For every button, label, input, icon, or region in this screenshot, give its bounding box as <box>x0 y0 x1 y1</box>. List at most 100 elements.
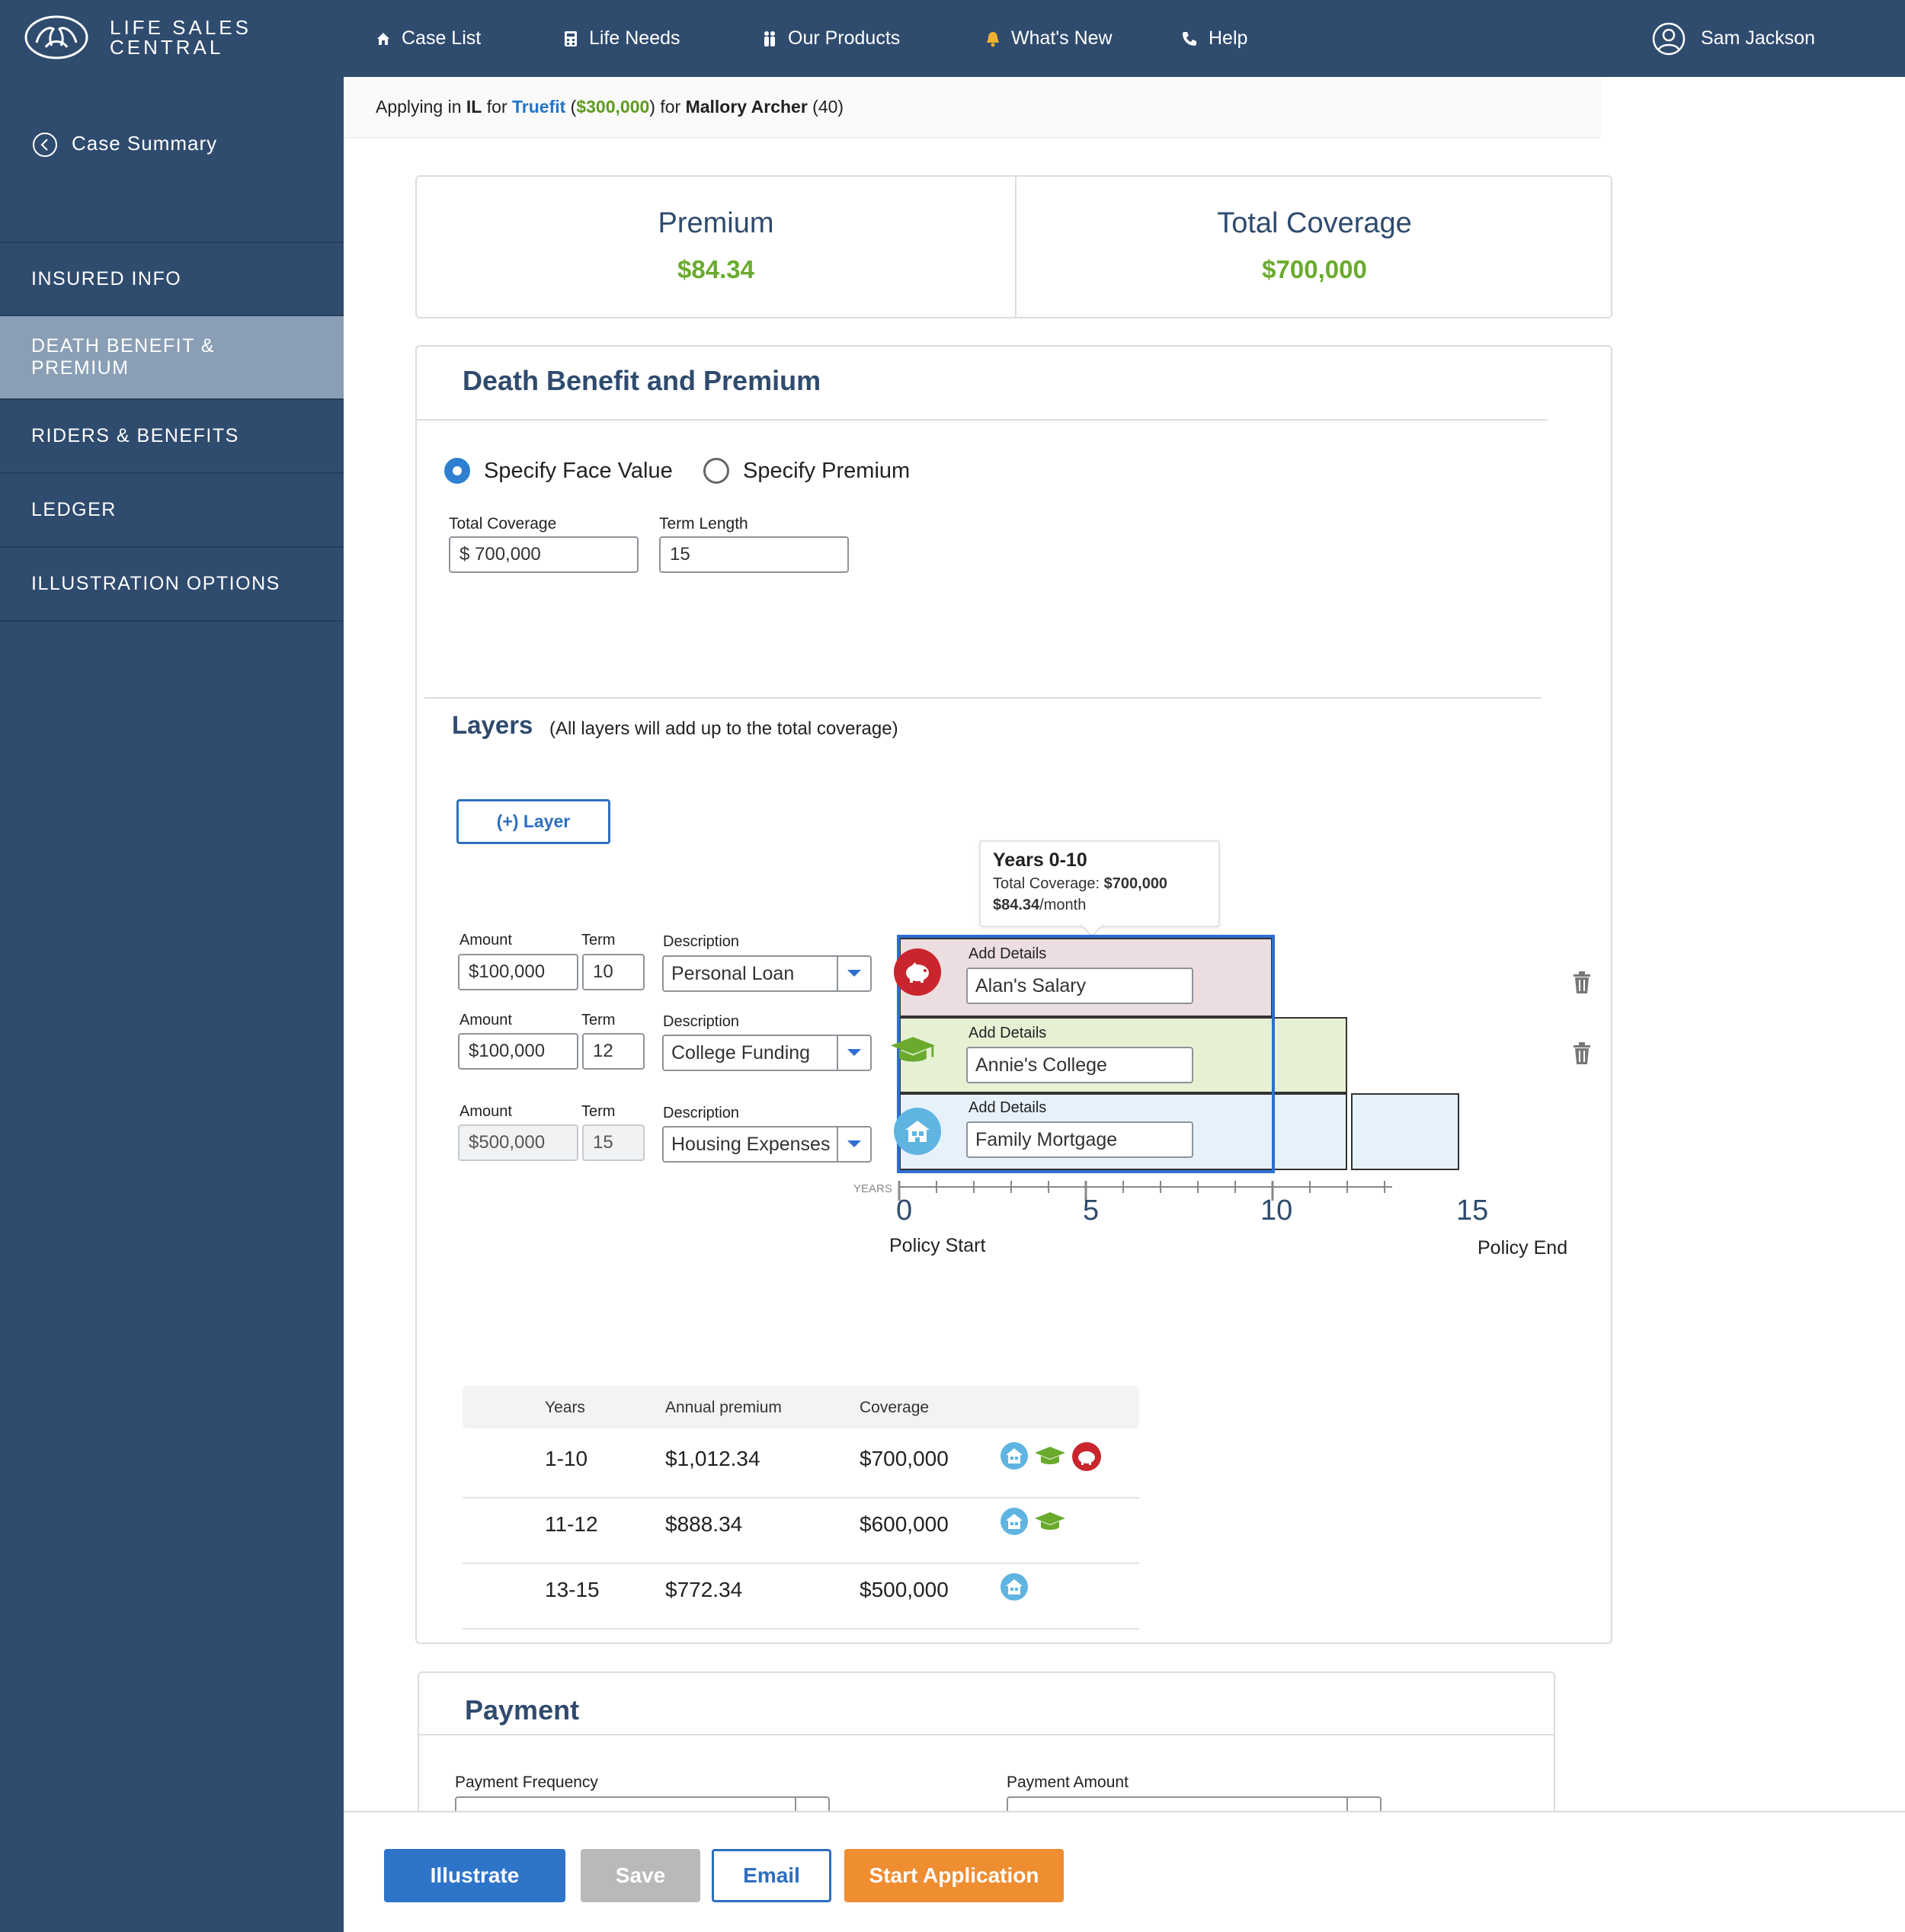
illustrate-button[interactable]: Illustrate <box>384 1849 565 1902</box>
payment-frequency-label: Payment Frequency <box>455 1774 598 1791</box>
section-title: Death Benefit and Premium <box>463 365 821 396</box>
layer-description-select[interactable]: College Funding <box>662 1035 872 1071</box>
chevron-down-icon <box>837 1128 870 1161</box>
main-content: Applying in IL for Truefit ($300,000) fo… <box>344 77 1905 1932</box>
trash-icon[interactable] <box>1573 1042 1591 1065</box>
insured-name: Mallory Archer <box>685 97 808 117</box>
home-icon <box>376 31 391 46</box>
selected-period-highlight <box>897 935 1275 1173</box>
layer-amount-input[interactable]: $100,000 <box>458 954 578 990</box>
graduation-cap-icon <box>889 1026 936 1073</box>
divider <box>1015 177 1017 317</box>
nav-case-list[interactable]: Case List <box>376 0 481 77</box>
policy-start-label: Policy Start <box>889 1235 986 1256</box>
term-length-label: Term Length <box>659 515 748 533</box>
email-button[interactable]: Email <box>712 1849 831 1902</box>
death-benefit-card: Death Benefit and Premium Specify Face V… <box>415 345 1612 1644</box>
action-bar: Illustrate Save Email Start Application <box>344 1811 1905 1932</box>
calculator-icon <box>563 30 578 47</box>
layer-term-input: 15 <box>582 1124 645 1161</box>
premium-value: $84.34 <box>677 255 754 283</box>
nav-help[interactable]: Help <box>1181 0 1247 77</box>
layers-subtitle: (All layers will add up to the total cov… <box>549 718 898 739</box>
sidebar-item-ledger[interactable]: LEDGER <box>0 474 344 548</box>
coverage-value: $700,000 <box>1262 255 1367 283</box>
chevron-left-circle-icon <box>32 132 58 158</box>
sidebar-item-riders-benefits[interactable]: RIDERS & BENEFITS <box>0 400 344 474</box>
axis-tick-label: 5 <box>1083 1195 1100 1227</box>
section-title: Payment <box>465 1694 580 1726</box>
house-icon <box>1001 1508 1028 1535</box>
table-cell-coverage: $600,000 <box>860 1512 949 1536</box>
chevron-down-icon <box>837 957 870 990</box>
layer-description-select[interactable]: Housing Expenses <box>662 1126 872 1163</box>
layer-details-input[interactable]: Family Mortgage <box>966 1121 1193 1158</box>
radio-specify-premium[interactable]: Specify Premium <box>703 458 910 484</box>
premium-summary: Premium $84.34 <box>658 207 774 283</box>
premium-schedule-table: Years Annual premium Coverage 1-10 $1,01… <box>463 1386 1139 1630</box>
term-length-input[interactable]: 15 <box>659 536 849 573</box>
axis-tick-label: 10 <box>1260 1195 1293 1227</box>
axis-tick-label: 15 <box>1456 1195 1489 1227</box>
table-cell-premium: $888.34 <box>665 1512 743 1536</box>
radio-specify-face-value[interactable]: Specify Face Value <box>444 458 673 484</box>
sidebar-item-insured-info[interactable]: INSURED INFO <box>0 243 344 316</box>
graduation-cap-icon <box>1034 1445 1066 1467</box>
coverage-summary: Total Coverage $700,000 <box>1217 207 1412 283</box>
table-cell-years: 11-12 <box>545 1512 598 1536</box>
radio-selected-icon <box>444 458 470 484</box>
piggy-bank-icon <box>894 948 941 996</box>
coverage-tooltip: Years 0-10 Total Coverage: $700,000 $84.… <box>979 840 1220 927</box>
layer-amount-input: $500,000 <box>458 1124 578 1161</box>
house-icon <box>894 1108 941 1155</box>
layer-details-input[interactable]: Alan's Salary <box>966 968 1193 1004</box>
table-header <box>463 1386 1139 1428</box>
add-layer-button[interactable]: (+) Layer <box>456 799 610 844</box>
save-button[interactable]: Save <box>581 1849 700 1902</box>
table-cell-coverage: $500,000 <box>860 1578 949 1601</box>
years-axis <box>898 1181 1392 1201</box>
nav-life-needs[interactable]: Life Needs <box>563 0 680 77</box>
layer-amount-input[interactable]: $100,000 <box>458 1033 578 1070</box>
application-context-bar: Applying in IL for Truefit ($300,000) fo… <box>344 77 1601 138</box>
hands-logo-icon <box>24 15 88 59</box>
sidebar-item-illustration-options[interactable]: ILLUSTRATION OPTIONS <box>0 548 344 622</box>
piggy-bank-icon <box>1072 1442 1101 1471</box>
table-cell-years: 13-15 <box>545 1578 600 1601</box>
nav-our-products[interactable]: Our Products <box>762 0 900 77</box>
brand-name: LIFE SALES CENTRAL <box>110 16 251 59</box>
layers-title: Layers <box>452 711 533 739</box>
bell-icon <box>985 30 1001 47</box>
total-coverage-label: Total Coverage <box>449 515 557 533</box>
total-coverage-input[interactable]: $ 700,000 <box>449 536 639 573</box>
graduation-cap-icon <box>1034 1511 1066 1532</box>
layer-term-input[interactable]: 12 <box>582 1033 645 1070</box>
axis-unit-label: YEARS <box>853 1182 892 1195</box>
table-cell-premium: $772.34 <box>665 1578 743 1601</box>
table-row-divider <box>463 1497 1139 1499</box>
layer-term-input[interactable]: 10 <box>582 954 645 990</box>
layer-bar-segment <box>1350 1093 1459 1170</box>
user-name: Sam Jackson <box>1701 27 1816 49</box>
people-icon <box>762 30 777 47</box>
layer-description-select[interactable]: Personal Loan <box>662 955 872 992</box>
product-name[interactable]: Truefit <box>512 97 566 117</box>
start-application-button[interactable]: Start Application <box>844 1849 1064 1902</box>
chevron-down-icon <box>837 1036 870 1070</box>
user-menu[interactable]: Sam Jackson <box>1652 0 1815 77</box>
layer-details-input[interactable]: Annie's College <box>966 1047 1193 1083</box>
brand-logo[interactable]: LIFE SALES CENTRAL <box>23 14 251 61</box>
sidebar-item-death-benefit-premium[interactable]: DEATH BENEFIT & PREMIUM <box>0 316 344 400</box>
nav-whats-new[interactable]: What's New <box>985 0 1113 77</box>
table-row-divider <box>463 1628 1139 1630</box>
back-to-case-summary[interactable]: Case Summary <box>0 77 344 243</box>
policy-end-label: Policy End <box>1478 1237 1568 1259</box>
top-navigation-bar: LIFE SALES CENTRAL Case List Life Needs … <box>0 0 1905 77</box>
user-avatar-icon <box>1652 22 1686 56</box>
trash-icon[interactable] <box>1573 971 1591 994</box>
divider <box>424 697 1542 699</box>
table-cell-coverage: $700,000 <box>860 1447 949 1470</box>
house-icon <box>1001 1573 1028 1601</box>
tooltip-arrow <box>1081 924 1103 938</box>
phone-icon <box>1181 30 1198 47</box>
